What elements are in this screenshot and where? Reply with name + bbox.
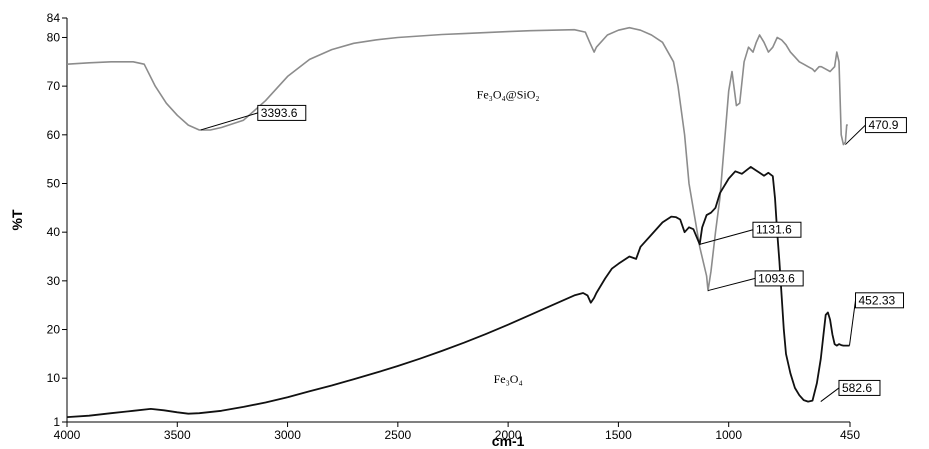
series-lines	[66, 26, 850, 418]
peak-leader-line	[848, 300, 857, 346]
y-tick-label: 60	[47, 128, 61, 142]
y-tick-label: 20	[47, 323, 61, 337]
y-tick-label: 1	[53, 415, 60, 429]
peak-label-box	[864, 117, 907, 134]
peak-label-box	[752, 221, 802, 238]
peak-label: 1131.6	[756, 223, 792, 237]
x-tick-label: 1500	[605, 428, 632, 442]
y-tick-label: 70	[47, 79, 61, 93]
y-tick-label: 50	[47, 176, 61, 190]
x-tick-label: 4000	[54, 428, 81, 442]
y-tick-label: 10	[47, 371, 61, 385]
x-tick-label: 3000	[274, 428, 301, 442]
x-tick-label: 1000	[715, 428, 742, 442]
series-line-fe3o4-sio2	[66, 26, 848, 292]
series-line-fe3o4	[66, 165, 850, 418]
x-tick-label: 450	[840, 428, 860, 442]
y-tick-label: 84	[47, 11, 61, 25]
y-tick-label: 40	[47, 225, 61, 239]
x-tick-label: 3500	[164, 428, 191, 442]
peak-label-box	[855, 292, 905, 309]
peak-label: 470.9	[868, 118, 898, 132]
peak-annotations: 3393.6 1131.6 1093.6 470.9 452.33 582.6	[200, 104, 907, 402]
series-labels: Fe₃O₄@SiO₂ Fe₃O₄	[477, 87, 540, 386]
series-label: Fe₃O₄@SiO₂	[477, 87, 540, 101]
peak-label: 1093.6	[758, 271, 795, 285]
peak-leader-line	[820, 387, 840, 402]
peak-label: 582.6	[842, 381, 872, 395]
y-axis-title: %T	[9, 209, 25, 230]
x-ticks: 4000 3500 3000 2500 2000 1500 1000 450	[54, 422, 860, 442]
peak-label-box	[754, 270, 804, 287]
x-axis-title: cm-1	[492, 433, 525, 449]
peak-leader-line	[699, 229, 754, 245]
peak-label-box	[838, 379, 881, 396]
peak-leader-line	[845, 124, 866, 145]
peak-leader-line	[707, 277, 756, 292]
series-label: Fe₃O₄	[494, 372, 523, 386]
peak-label: 3393.6	[261, 106, 298, 120]
y-tick-label: 30	[47, 274, 61, 288]
y-ticks: 1 10 20 30 40 50 60 70 80 84	[47, 11, 67, 429]
x-tick-label: 2500	[384, 428, 411, 442]
y-tick-label: 80	[47, 30, 61, 44]
peak-leader-line	[200, 112, 258, 131]
axes	[66, 18, 850, 423]
x-tick-label: 2000	[495, 428, 522, 442]
peak-label: 452.33	[859, 293, 896, 307]
peak-label-box	[257, 104, 307, 121]
